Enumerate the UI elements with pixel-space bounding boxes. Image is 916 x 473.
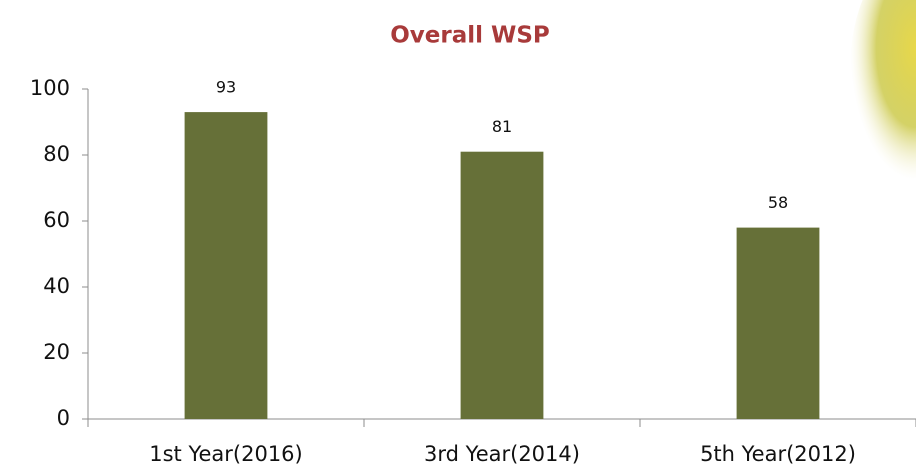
y-tick-label: 20 <box>43 340 70 364</box>
data-label: 81 <box>492 117 512 136</box>
x-tick-label: 1st Year(2016) <box>149 442 303 466</box>
x-tick-label: 5th Year(2012) <box>700 442 856 466</box>
data-label: 93 <box>216 78 236 97</box>
decoration <box>850 0 916 180</box>
bar <box>184 112 268 419</box>
y-tick-label: 100 <box>30 76 70 100</box>
y-tick-label: 60 <box>43 208 70 232</box>
y-tick-label: 80 <box>43 142 70 166</box>
x-tick-label: 3rd Year(2014) <box>424 442 580 466</box>
y-tick-label: 40 <box>43 274 70 298</box>
bar <box>736 227 820 419</box>
bar <box>460 151 544 419</box>
chart-title: Overall WSP <box>390 23 550 49</box>
y-tick-label: 0 <box>57 406 70 430</box>
data-label: 58 <box>768 193 788 212</box>
